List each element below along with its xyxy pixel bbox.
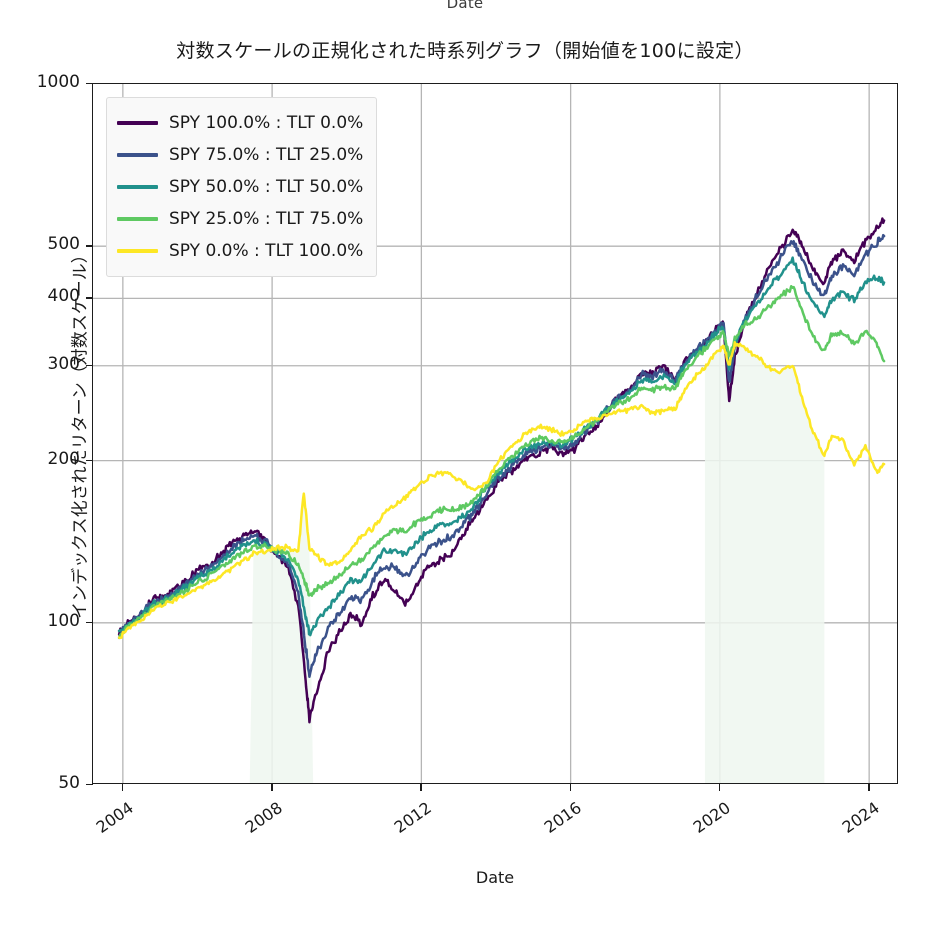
- legend-item-label: SPY 50.0% : TLT 50.0%: [169, 177, 364, 197]
- y-axis-tick-mark: [86, 784, 93, 786]
- x-axis-tick-label: 2008: [241, 798, 287, 837]
- y-axis-tick-mark: [86, 364, 93, 367]
- x-axis-tick-mark: [569, 784, 572, 791]
- chart-title: 対数スケールの正規化された時系列グラフ（開始値を100に設定）: [176, 40, 754, 62]
- clipped-upper-axis-label: Date: [446, 0, 484, 12]
- y-axis-tick-label: 500: [47, 234, 80, 255]
- legend-color-swatch-icon: [117, 248, 158, 254]
- y-axis-tick-label: 100: [47, 610, 80, 631]
- x-axis-tick-mark: [718, 784, 721, 791]
- legend-color-swatch-icon: [117, 152, 158, 158]
- legend-item-label: SPY 100.0% : TLT 0.0%: [169, 113, 364, 133]
- y-axis-tick-label: 1000: [36, 72, 80, 92]
- x-axis-tick-label: 2004: [92, 798, 137, 837]
- x-axis-tick-mark: [420, 784, 422, 791]
- y-axis-label: インデックス化されたリターン（対数スケール）: [70, 246, 91, 619]
- y-axis-tick-mark: [86, 621, 93, 624]
- y-axis-tick-mark: [86, 459, 93, 461]
- legend-color-swatch-icon: [117, 216, 158, 222]
- x-axis-label: Date: [475, 868, 515, 887]
- y-axis-tick-label: 300: [47, 353, 80, 374]
- legend-item[interactable]: SPY 0.0% : TLT 100.0%: [117, 235, 363, 267]
- x-axis-tick-label: 2024: [838, 798, 884, 837]
- legend-item-label: SPY 25.0% : TLT 75.0%: [169, 209, 364, 229]
- legend-item-label: SPY 0.0% : TLT 100.0%: [169, 241, 364, 261]
- y-axis-tick-label: 200: [47, 448, 80, 469]
- x-axis-tick-mark: [271, 784, 273, 791]
- x-axis-tick-label: 2016: [540, 798, 585, 837]
- x-axis-tick-label: 2012: [391, 798, 436, 837]
- legend-item[interactable]: SPY 75.0% : TLT 25.0%: [117, 139, 363, 171]
- legend-item[interactable]: SPY 25.0% : TLT 75.0%: [117, 203, 363, 235]
- chart-legend: SPY 100.0% : TLT 0.0% SPY 75.0% : TLT 25.…: [106, 97, 378, 277]
- legend-item-label: SPY 75.0% : TLT 25.0%: [169, 145, 364, 165]
- y-axis-tick-label: 400: [47, 286, 80, 307]
- x-axis-tick-mark: [868, 784, 870, 791]
- y-axis-tick-mark: [86, 245, 93, 247]
- y-axis-tick-label: 50: [58, 773, 80, 793]
- x-axis-tick-mark: [121, 784, 124, 791]
- y-axis-tick-mark: [86, 83, 93, 85]
- legend-item[interactable]: SPY 100.0% : TLT 0.0%: [117, 107, 363, 139]
- legend-color-swatch-icon: [117, 184, 158, 190]
- legend-color-swatch-icon: [117, 120, 158, 126]
- x-axis-tick-label: 2020: [689, 798, 734, 837]
- y-axis-tick-mark: [86, 297, 93, 299]
- legend-item[interactable]: SPY 50.0% : TLT 50.0%: [117, 171, 363, 203]
